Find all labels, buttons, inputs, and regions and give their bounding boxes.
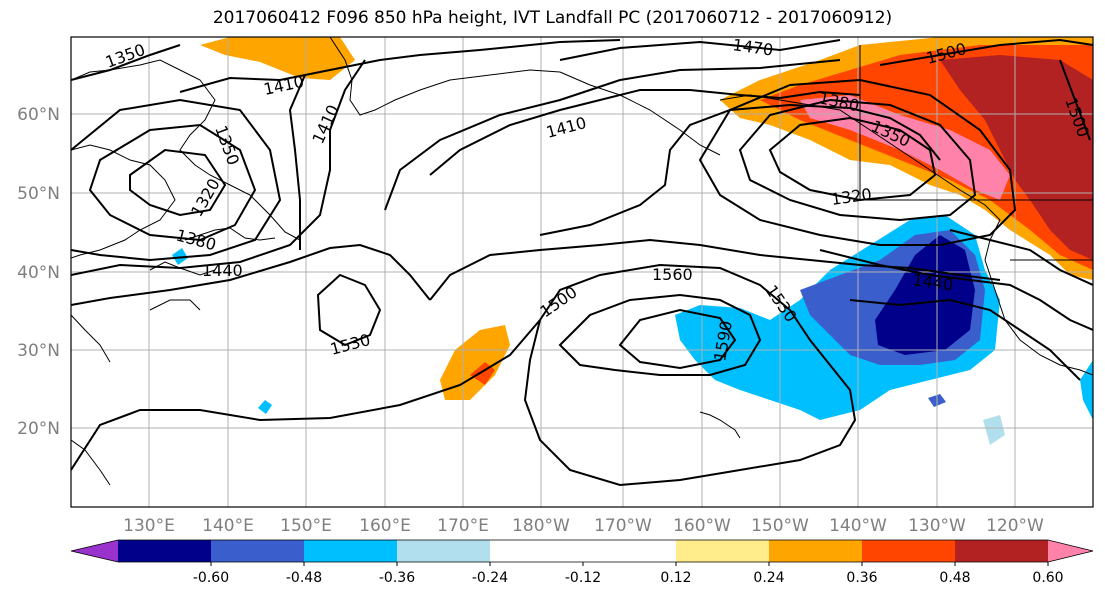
contour-1350-low-west — [88, 123, 257, 242]
colorbar-tick-label: -0.48 — [286, 570, 322, 586]
lat-label: 20°N — [17, 419, 60, 439]
graticule — [71, 37, 1093, 507]
colorbar-tick-label: 0.48 — [939, 570, 970, 586]
ivt-negative-small-1 — [258, 400, 272, 414]
colorbar-tick-label: 0.12 — [660, 570, 691, 586]
lon-label: 170°E — [437, 516, 489, 536]
colorbar-segment — [490, 540, 584, 562]
contour-1500-center — [429, 238, 1001, 301]
colorbar-extension-high — [1048, 540, 1093, 562]
ivt-positive-region-mid-pacific — [440, 325, 510, 400]
colorbar-segment — [583, 540, 677, 562]
map-frame — [70, 36, 1094, 508]
lat-label: 30°N — [17, 341, 60, 361]
lon-label: 180°W — [512, 516, 570, 536]
contour-1410-east — [949, 229, 1093, 286]
colorbar-segment — [397, 540, 491, 562]
lon-label: 160°W — [673, 516, 731, 536]
lat-label: 40°N — [17, 263, 60, 283]
height-contours — [71, 38, 1093, 487]
contour-1470-north — [559, 39, 841, 61]
contour-1470-center — [539, 103, 941, 236]
lon-label: 130°W — [908, 516, 966, 536]
contour-1380-alaska — [698, 78, 1017, 246]
colorbar-segment — [211, 540, 305, 562]
colorbar-segment — [769, 540, 863, 562]
contour-1590-high — [618, 308, 737, 370]
colorbar-tick-label: 0.36 — [846, 570, 877, 586]
contour-1500-ne — [879, 38, 1093, 66]
contour-1530-south — [71, 319, 541, 471]
lon-label: 130°E — [123, 516, 175, 536]
colorbar-tick-label: -0.36 — [379, 570, 415, 586]
contour-1500-east — [1059, 59, 1091, 141]
lon-label: 120°W — [986, 516, 1044, 536]
contour-1410-north — [179, 39, 621, 93]
longitude-labels: 130°E 140°E 150°E 160°E 170°E 180°W 170°… — [123, 516, 1044, 536]
lon-label: 150°W — [751, 516, 809, 536]
latitude-labels: 60°N 50°N 40°N 30°N 20°N — [17, 105, 60, 439]
map-content — [71, 37, 1093, 507]
contour-1350-alaska — [738, 98, 977, 222]
contour-1440-center — [384, 59, 841, 211]
contour-label: 1560 — [652, 265, 693, 284]
ivt-negative-small-4 — [983, 415, 1005, 445]
colorbar-outline — [70, 539, 1094, 563]
colorbar-tick-label: -0.60 — [193, 570, 229, 586]
contour-1440-east — [819, 249, 1093, 331]
contour-1560-high — [558, 293, 762, 376]
ivt-positive-region-alaska-peak — [800, 95, 1010, 200]
colorbar-tick-label: 0.24 — [753, 570, 784, 586]
contour-1530-center — [523, 263, 857, 487]
colorbar-tick-label: 0.60 — [1032, 570, 1063, 586]
ivt-negative-region-core — [875, 235, 975, 355]
lon-label: 140°E — [202, 516, 254, 536]
contour-1410-center — [429, 89, 861, 176]
contour-1320-low-west — [129, 148, 227, 217]
lon-label: 150°E — [280, 516, 332, 536]
colorbar-segment — [676, 540, 770, 562]
colorbar-segment — [862, 540, 956, 562]
contour-1500-west — [71, 243, 431, 306]
contour-1530-west-loop — [316, 273, 382, 347]
contour-1470-east — [849, 298, 1081, 381]
ivt-negative-small-5 — [1080, 360, 1093, 420]
contour-label: 1440 — [202, 261, 243, 280]
contour-1320-alaska-low — [768, 116, 937, 202]
contour-1380-west — [71, 98, 282, 262]
colorbar-tick-label: -0.12 — [565, 570, 601, 586]
lat-label: 50°N — [17, 184, 60, 204]
lon-label: 160°E — [359, 516, 411, 536]
map-title: 2017060412 F096 850 hPa height, IVT Land… — [212, 8, 893, 28]
colorbar-segment — [304, 540, 398, 562]
ivt-positive-region-coast — [940, 55, 1093, 260]
colorbar-tick-label: -0.24 — [472, 570, 508, 586]
colorbar: -0.60 -0.48 -0.36 -0.24 -0.12 0.12 0.24 0.36 0.4… — [70, 539, 1094, 586]
ivt-positive-region-northwest — [200, 37, 355, 80]
contour-1350-north — [71, 44, 181, 81]
lat-label: 60°N — [17, 105, 60, 125]
contour-1440-west — [71, 59, 366, 276]
colorbar-extension-low — [71, 540, 118, 562]
colorbar-segment — [955, 540, 1049, 562]
lon-label: 170°W — [594, 516, 652, 536]
colorbar-segment — [118, 540, 212, 562]
contour-1410-west — [288, 74, 306, 250]
lon-label: 140°W — [829, 516, 887, 536]
